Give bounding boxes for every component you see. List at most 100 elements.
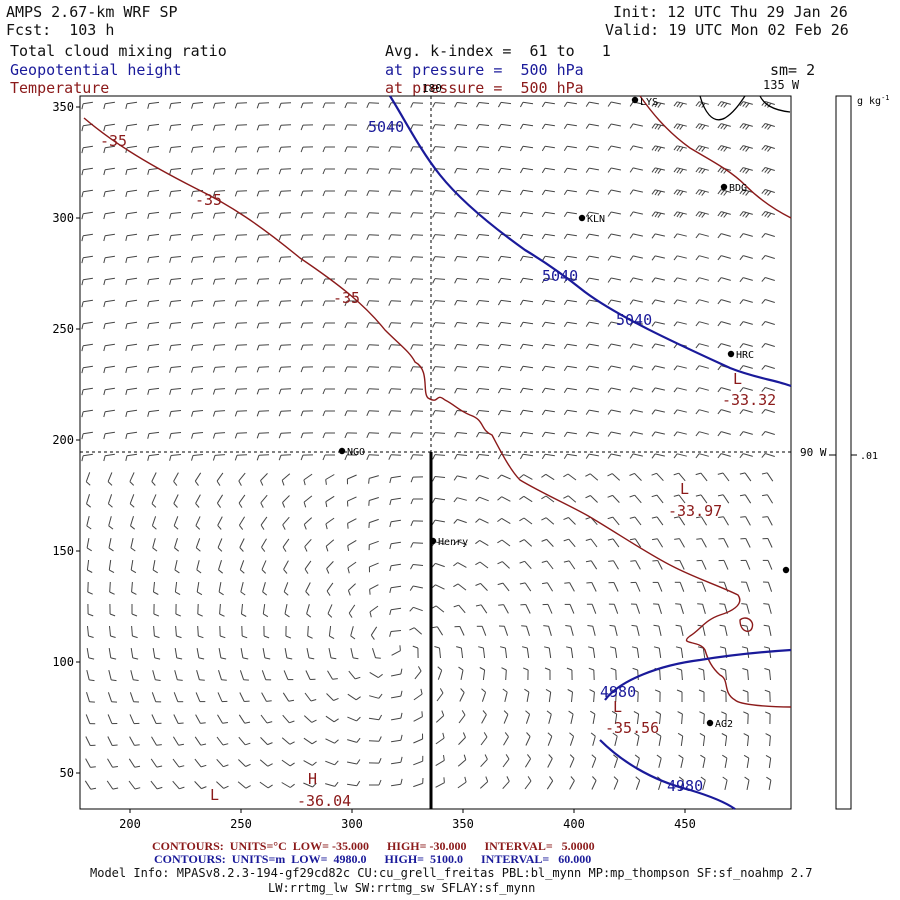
- wind-barb-feather: [256, 323, 260, 329]
- wind-barb-feather: [110, 657, 117, 660]
- wind-barb: [126, 299, 138, 303]
- wind-barb: [545, 453, 555, 457]
- wind-barb-feather: [234, 367, 238, 373]
- wind-barb: [216, 758, 224, 768]
- wind-barb-feather: [742, 168, 747, 173]
- wind-barb-feather: [169, 367, 172, 373]
- wind-barb: [569, 582, 575, 592]
- wind-barb-feather: [261, 546, 266, 552]
- wind-barb: [632, 365, 644, 369]
- wind-barb-feather: [677, 711, 683, 715]
- wind-barb-feather: [607, 123, 612, 129]
- wind-barb: [678, 516, 686, 526]
- wind-barb-feather: [312, 782, 317, 788]
- wind-barb-feather: [300, 278, 304, 285]
- wind-barb: [592, 714, 596, 724]
- wind-barb-feather: [234, 389, 238, 395]
- lon-135w-label: 135 W: [763, 78, 800, 92]
- wind-barb: [479, 518, 489, 524]
- wind-barb-feather: [607, 473, 613, 477]
- wind-barb: [478, 190, 490, 192]
- wind-barb: [612, 495, 620, 503]
- wind-barb-feather: [355, 676, 361, 680]
- wind-barb-feather: [673, 387, 678, 393]
- wind-barb-feather: [191, 323, 194, 329]
- wind-barb-feather: [761, 255, 766, 260]
- wind-barb-feather: [717, 472, 724, 475]
- wind-barb-feather: [629, 516, 636, 519]
- wind-barb-feather: [655, 711, 661, 715]
- wind-barb-feather: [742, 146, 747, 151]
- wind-barb: [634, 494, 642, 504]
- wind-barb: [504, 691, 508, 703]
- wind-barb: [677, 409, 687, 413]
- wind-barb-feather: [388, 322, 392, 328]
- wind-barb: [105, 431, 115, 435]
- wind-barb-feather: [212, 433, 216, 439]
- wind-barb: [457, 781, 467, 789]
- wind-barb-feather: [191, 367, 194, 373]
- wind-barb-feather: [541, 560, 548, 563]
- wind-barb: [262, 582, 266, 592]
- wind-barb-feather: [739, 167, 744, 173]
- wind-barb: [214, 344, 226, 346]
- wind-barb-feather: [152, 569, 158, 574]
- wind-barb-feather: [720, 102, 725, 108]
- wind-barb-feather: [519, 212, 524, 218]
- wind-barb-feather: [278, 169, 282, 175]
- wind-barb: [238, 494, 246, 504]
- wind-barb-feather: [245, 742, 251, 746]
- wind-barb: [434, 410, 446, 412]
- wind-barb-feather: [81, 411, 84, 418]
- wind-barb-feather: [132, 635, 138, 639]
- wind-barb-feather: [476, 256, 480, 262]
- wind-barb: [700, 494, 708, 504]
- wind-barb: [634, 516, 642, 526]
- wind-barb: [105, 233, 115, 237]
- wind-barb: [239, 670, 245, 680]
- wind-barb: [456, 124, 468, 126]
- wind-barb-feather: [153, 613, 160, 617]
- wind-barb: [347, 496, 357, 502]
- wind-barb: [545, 211, 555, 215]
- wind-barb-feather: [432, 626, 438, 629]
- wind-barb: [83, 211, 93, 215]
- wind-barb: [434, 212, 446, 214]
- height-label-1: 5040: [368, 118, 404, 136]
- wind-barb-feather: [152, 525, 157, 530]
- wind-barb-feather: [476, 190, 480, 196]
- wind-barb-feather: [289, 741, 295, 745]
- wind-barb: [328, 625, 332, 637]
- wind-barb-feather: [322, 256, 326, 263]
- wind-barb: [173, 494, 179, 504]
- wind-barb: [522, 255, 534, 259]
- wind-barb-feather: [585, 167, 590, 173]
- wind-barb-feather: [169, 235, 172, 241]
- wind-barb: [170, 168, 182, 170]
- wind-barb-feather: [103, 433, 106, 440]
- wind-barb: [86, 669, 90, 681]
- wind-barb: [195, 516, 201, 526]
- wind-barb: [743, 255, 753, 259]
- wind-barb: [325, 517, 335, 525]
- wind-barb-feather: [366, 278, 370, 285]
- wind-barb: [500, 145, 512, 149]
- wind-barb: [721, 453, 731, 457]
- wind-barb-feather: [300, 388, 304, 395]
- wind-barb-feather: [81, 367, 84, 374]
- wind-barb: [175, 625, 177, 637]
- wind-barb-feather: [156, 786, 163, 790]
- wind-barb: [347, 693, 357, 701]
- wind-barb: [656, 494, 664, 504]
- wind-barb-feather: [388, 432, 392, 438]
- wind-barb: [658, 780, 662, 790]
- wind-barb-feather: [356, 759, 361, 765]
- wind-barb: [546, 539, 554, 547]
- wind-barb-feather: [656, 732, 662, 737]
- wind-barb-feather: [212, 411, 216, 417]
- wind-barb-feather: [654, 190, 659, 196]
- wind-barb: [456, 432, 468, 434]
- wind-barb: [635, 560, 641, 570]
- wind-barb: [260, 516, 268, 526]
- wind-barb-feather: [739, 299, 744, 305]
